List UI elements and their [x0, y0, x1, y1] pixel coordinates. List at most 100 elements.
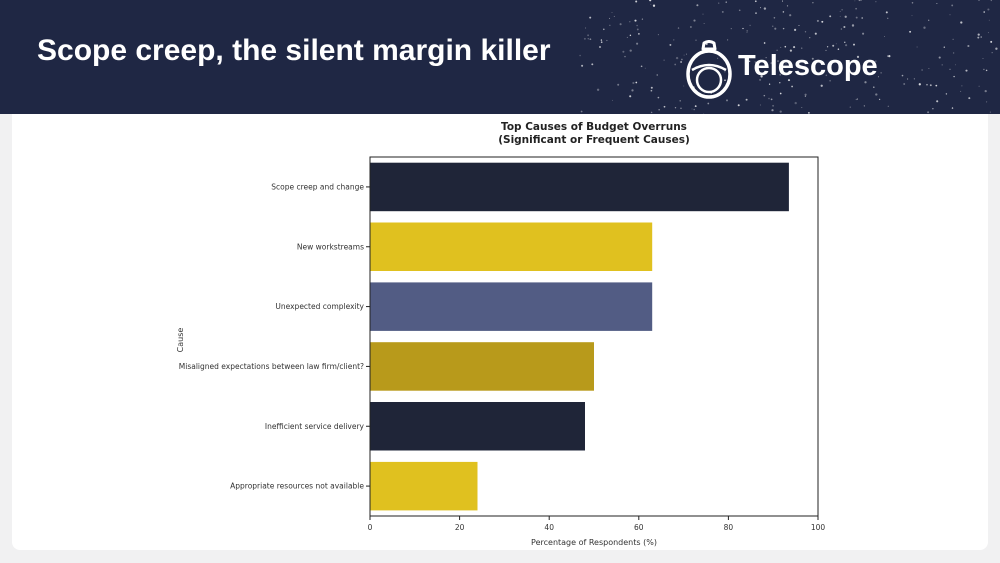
star-dot: [880, 72, 882, 74]
bar: [370, 402, 585, 451]
star-dot: [755, 12, 757, 14]
star-dot: [629, 34, 632, 37]
star-dot: [811, 57, 814, 60]
star-dot: [617, 83, 620, 86]
star-dot: [961, 85, 963, 87]
star-dot: [696, 4, 699, 7]
star-dot: [585, 27, 587, 29]
star-dot: [858, 0, 861, 2]
star-dot: [863, 105, 865, 107]
x-tick-label: 60: [634, 523, 644, 532]
star-dot: [669, 43, 672, 46]
star-dot: [774, 27, 777, 30]
star-dot: [695, 39, 697, 41]
star-dot: [928, 68, 930, 69]
y-tick-label: Unexpected complexity: [275, 302, 364, 311]
star-dot: [875, 1, 877, 3]
x-tick-label: 0: [368, 523, 373, 532]
star-dot: [780, 46, 782, 48]
star-dot: [702, 13, 704, 15]
star-dot: [650, 89, 653, 92]
star-dot: [631, 89, 634, 92]
bar-chart: Top Causes of Budget Overruns (Significa…: [176, 121, 825, 547]
slide-header: Scope creep, the silent margin killer Te…: [0, 0, 1000, 114]
star-dot: [965, 69, 968, 72]
star-dot: [809, 37, 811, 39]
star-dot: [844, 15, 847, 18]
star-dot: [936, 3, 938, 5]
star-dot: [980, 36, 982, 38]
star-dot: [763, 7, 767, 10]
star-dot: [901, 74, 904, 77]
star-dot: [928, 19, 930, 21]
star-dot: [680, 107, 682, 109]
star-dot: [745, 98, 748, 101]
star-dot: [995, 47, 998, 50]
star-dot: [853, 43, 855, 46]
star-dot: [657, 96, 660, 99]
star-dot: [587, 34, 589, 37]
star-dot: [674, 107, 677, 109]
star-dot: [727, 39, 729, 41]
star-dot: [579, 54, 581, 57]
star-dot: [794, 101, 797, 105]
chart-title: Top Causes of Budget Overruns: [501, 121, 687, 133]
star-dot: [849, 106, 851, 108]
star-dot: [911, 2, 914, 4]
star-dot: [826, 46, 829, 48]
star-dot: [763, 94, 766, 97]
star-dot: [748, 60, 751, 62]
star-dot: [782, 11, 785, 13]
star-dot: [689, 26, 692, 28]
star-dot: [693, 108, 695, 111]
star-dot: [825, 49, 827, 51]
star-dot: [984, 89, 987, 93]
star-dot: [644, 67, 646, 69]
star-dot: [724, 71, 726, 73]
star-dot: [829, 15, 832, 18]
star-dot: [613, 15, 615, 17]
star-dot: [755, 61, 758, 64]
star-dot: [635, 81, 638, 84]
y-tick-label: Misaligned expectations between law firm…: [179, 362, 364, 371]
star-dot: [663, 59, 665, 61]
star-dot: [951, 107, 954, 109]
star-dot: [779, 73, 782, 76]
x-tick-label: 40: [544, 523, 554, 532]
star-dot: [949, 68, 951, 70]
star-dot: [841, 9, 843, 11]
star-dot: [845, 44, 848, 47]
star-dot: [742, 27, 744, 30]
starfield-decoration: [579, 0, 998, 114]
star-dot: [987, 8, 990, 11]
star-dot: [918, 83, 921, 86]
star-dot: [603, 28, 605, 31]
star-dot: [804, 31, 807, 33]
star-dot: [843, 25, 846, 29]
star-dot: [773, 17, 776, 19]
star-dot: [629, 49, 632, 52]
star-dot: [801, 47, 803, 49]
star-dot: [935, 84, 938, 87]
star-dot: [794, 28, 797, 31]
star-dot: [649, 0, 652, 2]
star-dot: [949, 14, 951, 16]
star-dot: [986, 101, 988, 103]
star-dot: [875, 93, 878, 96]
star-dot: [663, 105, 666, 108]
star-dot: [600, 39, 603, 41]
star-dot: [770, 61, 773, 65]
star-dot: [968, 97, 971, 100]
star-dot: [652, 4, 656, 7]
star-dot: [641, 18, 644, 20]
star-dot: [990, 0, 992, 2]
brand-name: Telescope: [738, 50, 878, 82]
star-dot: [938, 56, 941, 59]
star-dot: [829, 79, 831, 82]
star-dot: [862, 32, 865, 35]
star-dot: [635, 0, 638, 3]
star-dot: [634, 19, 637, 22]
star-dot: [967, 44, 970, 48]
star-dot: [707, 102, 710, 105]
star-dot: [844, 41, 846, 43]
